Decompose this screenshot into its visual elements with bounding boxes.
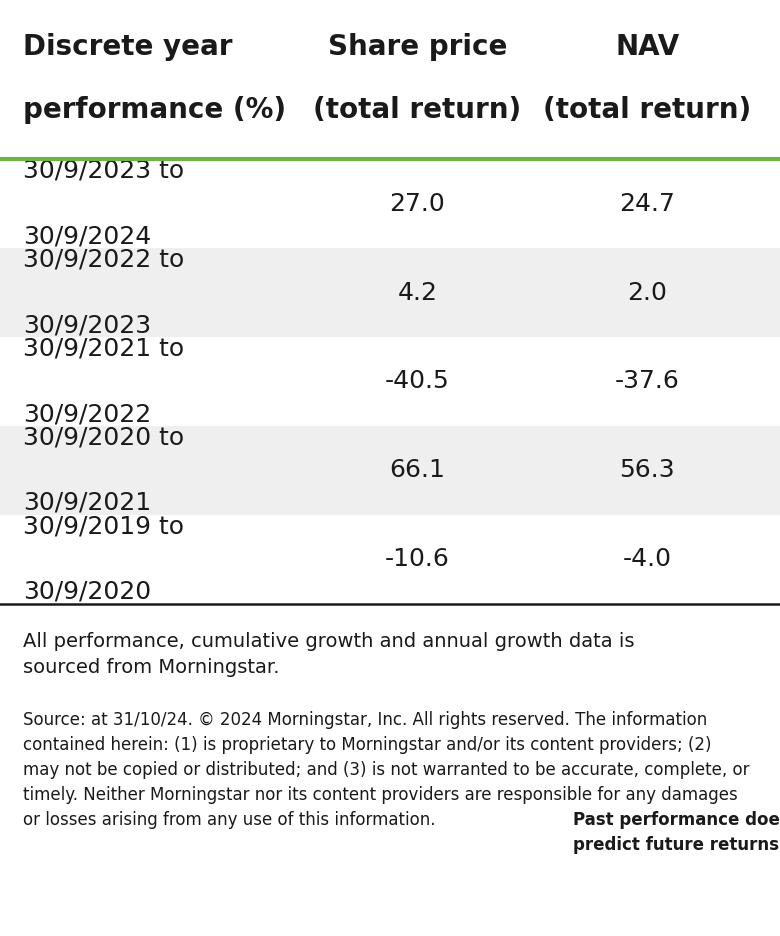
Text: -10.6: -10.6 bbox=[385, 548, 450, 571]
Text: 30/9/2021 to: 30/9/2021 to bbox=[23, 337, 185, 361]
Text: 30/9/2022 to: 30/9/2022 to bbox=[23, 248, 185, 271]
Text: -4.0: -4.0 bbox=[623, 548, 672, 571]
Text: 30/9/2019 to: 30/9/2019 to bbox=[23, 515, 184, 538]
Text: 30/9/2023: 30/9/2023 bbox=[23, 313, 151, 337]
Text: 30/9/2020: 30/9/2020 bbox=[23, 579, 151, 604]
Text: 30/9/2023 to: 30/9/2023 to bbox=[23, 159, 185, 183]
Text: (total return): (total return) bbox=[544, 96, 751, 124]
Text: (total return): (total return) bbox=[314, 96, 521, 124]
Text: 27.0: 27.0 bbox=[389, 192, 445, 215]
Text: 4.2: 4.2 bbox=[397, 281, 438, 304]
Text: 2.0: 2.0 bbox=[627, 281, 668, 304]
Text: 56.3: 56.3 bbox=[619, 459, 675, 482]
Text: Share price: Share price bbox=[328, 33, 507, 61]
Text: 30/9/2022: 30/9/2022 bbox=[23, 402, 151, 426]
Text: -40.5: -40.5 bbox=[385, 370, 450, 393]
Text: 30/9/2021: 30/9/2021 bbox=[23, 490, 151, 515]
Text: Discrete year: Discrete year bbox=[23, 33, 233, 61]
Text: -37.6: -37.6 bbox=[615, 370, 680, 393]
Text: 30/9/2020 to: 30/9/2020 to bbox=[23, 426, 185, 450]
Text: 66.1: 66.1 bbox=[389, 459, 445, 482]
Text: All performance, cumulative growth and annual growth data is
sourced from Mornin: All performance, cumulative growth and a… bbox=[23, 632, 635, 678]
Text: performance (%): performance (%) bbox=[23, 96, 286, 124]
Text: Past performance does not
predict future returns.: Past performance does not predict future… bbox=[573, 812, 780, 855]
Text: 30/9/2024: 30/9/2024 bbox=[23, 224, 151, 248]
Text: Source: at 31/10/24. © 2024 Morningstar, Inc. All rights reserved. The informati: Source: at 31/10/24. © 2024 Morningstar,… bbox=[23, 711, 750, 829]
Text: 24.7: 24.7 bbox=[619, 192, 675, 215]
Text: NAV: NAV bbox=[615, 33, 679, 61]
